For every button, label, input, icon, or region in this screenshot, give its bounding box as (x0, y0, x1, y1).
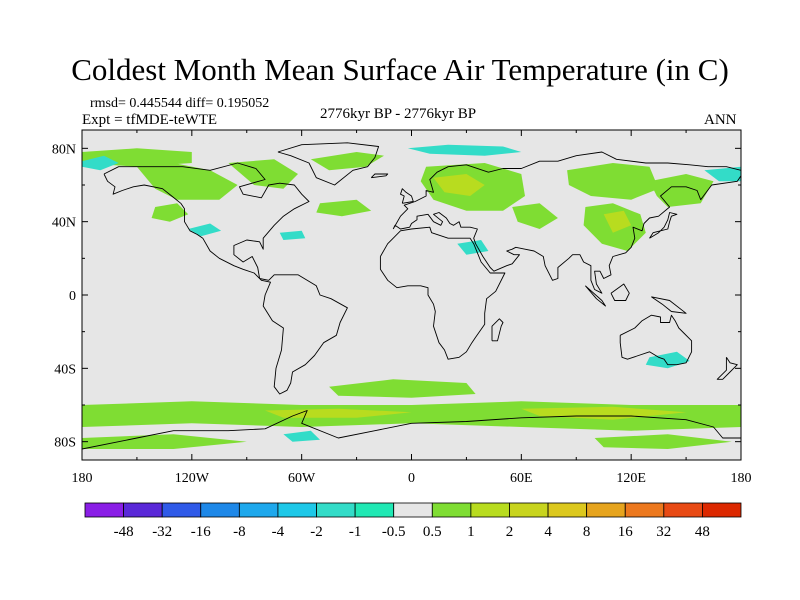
colorbar-label: -1 (349, 524, 362, 540)
colorbar-label: -0.5 (382, 524, 406, 540)
coastline (400, 188, 414, 204)
period-label: 2776kyr BP - 2776kyr BP (320, 106, 477, 122)
anomaly-region (649, 174, 714, 207)
colorbar-swatch (509, 502, 549, 518)
colorbar-swatch (624, 502, 665, 518)
colorbar-label: -32 (152, 524, 172, 540)
anomaly-region (603, 210, 632, 233)
colorbar-label: 32 (656, 524, 671, 540)
map-plot-area: 180 120W 60W 0 60E 120E 180 80N 40N 0 40S 80S (52, 129, 752, 486)
coastline (103, 162, 348, 395)
coastline (585, 285, 606, 307)
colorbar-label: -16 (191, 524, 211, 540)
colorbar-swatch (84, 502, 124, 518)
map-layers (82, 142, 741, 450)
colorbar-label: 48 (695, 524, 710, 540)
y-tick-label: 40S (54, 362, 76, 377)
experiment-label: Expt = tfMDE-teWTE (82, 112, 218, 128)
colorbar-label: -8 (233, 524, 246, 540)
anomaly-region (329, 379, 476, 398)
colorbar: -48 -32 -16 -8 -4 -2 -1 -0.5 0.5 1 2 4 8 16 32 48 (84, 502, 742, 540)
anomaly-region (512, 203, 558, 229)
coastline (379, 226, 506, 360)
colorbar-swatch (238, 502, 279, 518)
coastline (619, 314, 693, 366)
anomaly-region (433, 174, 485, 196)
anomaly-region (283, 430, 320, 442)
anomaly-region (457, 240, 489, 255)
anomaly-region (228, 159, 298, 189)
coastline (716, 357, 738, 380)
coastline (392, 151, 741, 294)
y-tick-label: 0 (69, 289, 76, 304)
x-tick-label: 120E (616, 471, 646, 486)
anomaly-region (265, 408, 412, 418)
coastline (370, 173, 389, 179)
x-tick-label: 180 (731, 471, 752, 486)
coastline (610, 283, 630, 301)
colorbar-swatch (123, 502, 163, 518)
anomaly-region (151, 203, 189, 222)
coastline (649, 212, 678, 239)
map-title: Coldest Month Mean Surface Air Temperatu… (71, 52, 729, 87)
colorbar-swatch (470, 502, 510, 518)
y-tick-label: 80S (54, 436, 76, 451)
colorbar-swatch (200, 502, 240, 518)
colorbar-swatch (161, 502, 202, 518)
season-label: ANN (704, 112, 737, 128)
coastline (651, 296, 687, 314)
colorbar-swatch (393, 502, 433, 518)
anomaly-region (136, 163, 238, 200)
colorbar-label: 1 (467, 524, 475, 540)
y-tick-label: 80N (52, 142, 76, 157)
anomaly-region (407, 144, 522, 156)
anomaly-region (188, 223, 222, 237)
anomaly-region (594, 434, 732, 449)
x-tick-label: 60E (510, 471, 533, 486)
colorbar-label: 8 (583, 524, 591, 540)
anomaly-region (316, 199, 372, 217)
colorbar-swatch (547, 502, 588, 518)
anomaly-region (310, 152, 384, 171)
x-tick-label: 180 (72, 471, 93, 486)
colorbar-label: 0.5 (423, 524, 442, 540)
colorbar-swatch (277, 502, 317, 518)
coastline (491, 318, 504, 342)
colorbar-label: -48 (114, 524, 134, 540)
colorbar-label: 2 (506, 524, 514, 540)
colorbar-label: 16 (618, 524, 634, 540)
anomaly-region (82, 155, 119, 171)
colorbar-swatch (586, 502, 626, 518)
y-tick-label: 40N (52, 216, 76, 231)
coastline (277, 142, 380, 186)
anomaly-region (567, 163, 659, 200)
stats-label: rmsd= 0.445544 diff= 0.195052 (90, 96, 270, 111)
x-tick-label: 120W (175, 471, 210, 486)
colorbar-swatch (431, 502, 472, 518)
anomaly-region (704, 166, 741, 182)
colorbar-label: -2 (310, 524, 323, 540)
colorbar-swatch (663, 502, 703, 518)
colorbar-swatch (702, 502, 742, 518)
x-tick-label: 60W (288, 471, 316, 486)
colorbar-swatch (316, 502, 356, 518)
anomaly-region (82, 434, 247, 449)
colorbar-label: -4 (272, 524, 285, 540)
anomaly-region (279, 230, 306, 240)
colorbar-swatch (354, 502, 395, 518)
x-tick-label: 0 (408, 471, 415, 486)
colorbar-label: 4 (544, 524, 552, 540)
coastline (82, 410, 741, 450)
